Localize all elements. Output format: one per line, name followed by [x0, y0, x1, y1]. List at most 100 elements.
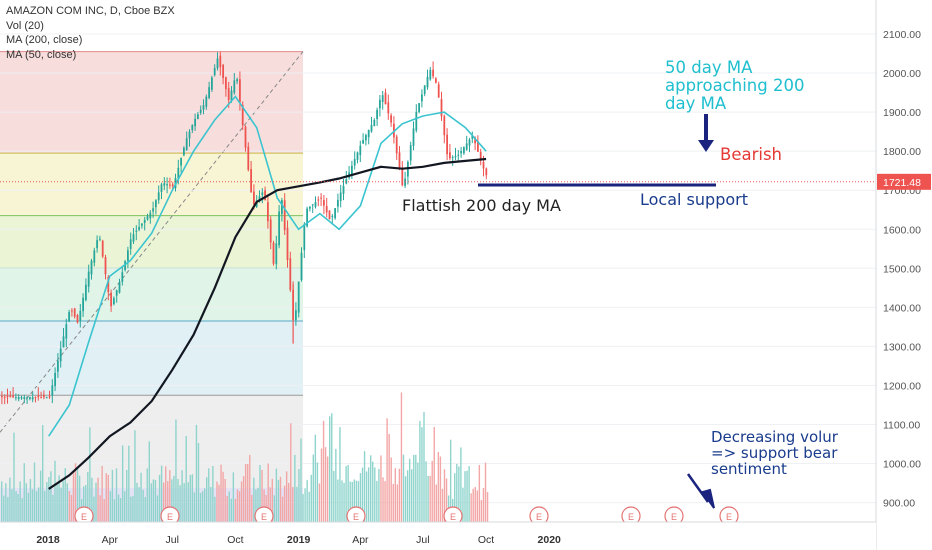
candle-body [110, 292, 112, 307]
annotation-local-support: Local support [640, 190, 748, 209]
volume-bar [113, 499, 116, 522]
volume-bar [333, 470, 335, 522]
volume-bar [105, 473, 107, 522]
annotation-decreasing-volume-line: => support bear [711, 444, 838, 462]
volume-bar [193, 492, 196, 522]
candle-body [163, 183, 166, 186]
candle-body [446, 134, 448, 155]
candle-body [45, 397, 48, 399]
volume-bar [456, 463, 458, 522]
volume-bar [240, 481, 243, 522]
candle-body [247, 146, 250, 170]
fib-zone [0, 153, 303, 216]
candle-body [233, 80, 236, 93]
volume-bar [308, 491, 310, 522]
volume-bar [306, 480, 308, 522]
candle-body [269, 219, 272, 243]
volume-bar [466, 470, 468, 522]
volume-bar [259, 465, 261, 522]
candle-body [351, 165, 353, 175]
volume-bar [361, 467, 364, 522]
price-tick-label: 1000.00 [883, 459, 921, 471]
candle-body [85, 284, 87, 301]
volume-bar [119, 498, 122, 522]
candle-body [342, 185, 345, 194]
volume-bar [226, 496, 228, 522]
candle-body [244, 126, 247, 148]
volume-bars[interactable] [1, 392, 489, 522]
volume-bar [439, 456, 442, 522]
ma50-line[interactable] [48, 95, 487, 437]
volume-bar [478, 464, 481, 522]
candle-body [62, 336, 65, 348]
volume-bar [52, 494, 54, 522]
volume-bar [212, 466, 214, 522]
earnings-marker-label: E [671, 512, 677, 522]
indicator-ma200[interactable]: MA (200, close) [6, 34, 83, 46]
volume-bar [281, 496, 284, 522]
volume-bar [195, 424, 198, 522]
candle-body [15, 397, 17, 399]
candle-body [6, 395, 9, 398]
candle-body [443, 116, 446, 136]
volume-bar [232, 472, 235, 522]
candle-body [339, 192, 342, 201]
candle-body [474, 137, 476, 144]
time-axis[interactable]: 2018 Apr Jul Oct 2019 Apr Jul Oct 2020 [0, 521, 876, 550]
volume-bar [484, 462, 487, 522]
candle-body [295, 310, 297, 321]
volume-bar [46, 482, 48, 522]
candle-body [199, 109, 202, 113]
volume-bar [25, 483, 27, 522]
candle-body [463, 147, 465, 154]
volume-bar [370, 455, 372, 522]
price-axis-bg [876, 0, 932, 550]
volume-bar [208, 468, 210, 522]
price-axis[interactable]: 2100.002000.001900.001800.001700.001600.… [875, 0, 932, 550]
volume-bar [165, 466, 167, 522]
price-tick-label: 1400.00 [883, 302, 921, 314]
volume-bar [367, 467, 370, 522]
candle-body [194, 118, 196, 127]
volume-bar [150, 483, 153, 522]
volume-bar [244, 463, 247, 522]
volume-bar [152, 479, 155, 522]
candle-body [34, 397, 37, 399]
fibonacci-retracement[interactable] [0, 51, 304, 522]
candle-body [376, 109, 378, 120]
indicator-volume[interactable]: Vol (20) [6, 19, 44, 32]
indicator-ma50[interactable]: MA (50, close) [6, 48, 77, 61]
candlesticks[interactable] [1, 51, 488, 405]
price-tick-label: 1500.00 [883, 263, 921, 275]
volume-bar [417, 462, 419, 522]
volume-bar [290, 423, 292, 522]
earnings-marker-label: E [536, 512, 542, 522]
volume-bar [214, 496, 216, 522]
candle-body [216, 58, 219, 69]
ma200-line[interactable] [48, 157, 487, 490]
volume-bar [398, 468, 401, 522]
volume-bar [288, 482, 290, 522]
candle-body [23, 397, 26, 399]
candle-body [379, 99, 381, 109]
volume-bar [183, 483, 185, 522]
candle-body [381, 95, 384, 102]
volume-bar [7, 497, 9, 522]
volume-bar [5, 483, 7, 522]
candle-body [73, 308, 76, 317]
volume-bar [335, 448, 337, 522]
symbol-title: AMAZON COM INC, D, Cboe BZX [6, 5, 175, 17]
earnings-marker-label: E [726, 512, 732, 522]
candle-body [127, 250, 129, 262]
volume-bar [441, 488, 444, 522]
candle-body [59, 348, 62, 362]
candle-body [121, 272, 124, 282]
arrow-head-icon [701, 488, 715, 509]
volume-bar [99, 495, 101, 522]
candle-body [471, 135, 474, 139]
volume-bar [427, 475, 429, 522]
